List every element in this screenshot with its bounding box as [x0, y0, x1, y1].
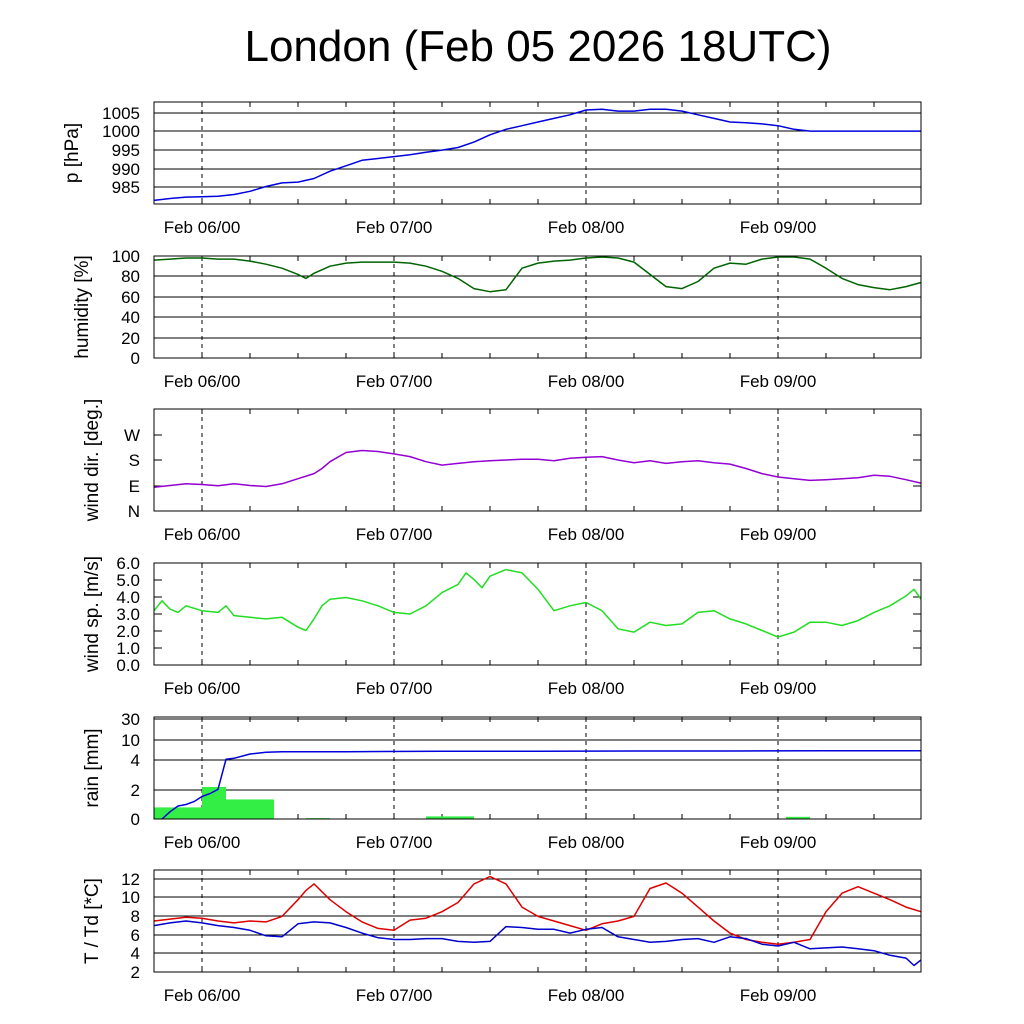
- rain-bar: [202, 787, 226, 819]
- y-tick-label: 10: [121, 888, 140, 907]
- y-axis-label: humidity [%]: [72, 255, 93, 358]
- y-tick-label: 30: [121, 710, 140, 729]
- series-line-wind_speed: [153, 568, 922, 638]
- panel-4: 0.01.02.03.04.05.06.0 Feb 06/00 Feb 07/00 F…: [82, 554, 922, 698]
- y-tick-label: 1005: [102, 104, 140, 123]
- y-tick-label: 10: [121, 731, 140, 750]
- y-tick-label: 0.0: [116, 656, 140, 675]
- y-axis-label: rain [mm]: [82, 728, 103, 807]
- y-tick-label: 5.0: [116, 571, 140, 590]
- y-tick-label: 3.0: [116, 605, 140, 624]
- y-tick-label: 100: [112, 247, 140, 266]
- series-line-rain_total: [161, 749, 921, 820]
- x-tick-label: Feb 08/00: [548, 679, 625, 698]
- plot-frame: [153, 716, 922, 820]
- rain-bar: [426, 816, 474, 819]
- x-tick-label: Feb 09/00: [740, 218, 817, 237]
- y-tick-label: 2.0: [116, 622, 140, 641]
- series-line-dewpoint: [153, 920, 922, 967]
- plot-frame: [153, 101, 922, 205]
- y-tick-label: 60: [121, 288, 140, 307]
- plot-frame: [153, 562, 922, 666]
- x-tick-label: Feb 06/00: [164, 986, 241, 1005]
- y-tick-label: 1000: [102, 122, 140, 141]
- y-tick-label: 0: [131, 810, 140, 829]
- series-line-humidity: [153, 256, 922, 293]
- x-tick-label: Feb 07/00: [356, 372, 433, 391]
- y-tick-label: 8: [131, 907, 140, 926]
- y-tick-label: 6.0: [116, 554, 140, 573]
- panel-5: 0 2 410 30 Feb 06/00 Feb 07/00 Feb 08/00 Feb 09…: [82, 710, 922, 852]
- x-tick-label: Feb 08/00: [548, 986, 625, 1005]
- chart-title: London (Feb 05 2026 18UTC): [244, 22, 832, 71]
- plot-frame: [153, 255, 922, 359]
- x-tick-label: Feb 08/00: [548, 372, 625, 391]
- y-tick-label: 80: [121, 267, 140, 286]
- x-tick-label: Feb 06/00: [164, 679, 241, 698]
- y-tick-label: 2: [131, 781, 140, 800]
- rain-bar: [154, 807, 202, 819]
- rain-bar: [226, 799, 274, 819]
- x-tick-label: Feb 07/00: [356, 833, 433, 852]
- y-axis-label: wind dir. [deg.]: [82, 399, 103, 523]
- x-tick-label: Feb 09/00: [740, 833, 817, 852]
- y-tick-label: 4: [131, 944, 140, 963]
- x-tick-label: Feb 09/00: [740, 525, 817, 544]
- y-tick-label: 4.0: [116, 588, 140, 607]
- plot-frame: [153, 869, 922, 973]
- y-tick-label: 985: [112, 178, 140, 197]
- series-line-temperature: [153, 875, 922, 945]
- y-tick-label: 990: [112, 160, 140, 179]
- x-tick-label: Feb 09/00: [740, 986, 817, 1005]
- x-tick-label: Feb 07/00: [356, 679, 433, 698]
- y-tick-label: 995: [112, 141, 140, 160]
- y-tick-label: S: [129, 451, 140, 470]
- x-tick-label: Feb 06/00: [164, 372, 241, 391]
- y-tick-label: E: [129, 477, 140, 496]
- x-tick-label: Feb 08/00: [548, 833, 625, 852]
- y-axis-label: wind sp. [m/s]: [82, 556, 103, 673]
- x-tick-label: Feb 06/00: [164, 833, 241, 852]
- y-tick-label: 40: [121, 308, 140, 327]
- series-line-pressure: [153, 108, 921, 202]
- x-tick-label: Feb 07/00: [356, 218, 433, 237]
- y-tick-label: W: [124, 426, 140, 445]
- x-tick-label: Feb 08/00: [548, 218, 625, 237]
- x-tick-label: Feb 06/00: [164, 218, 241, 237]
- series-line-wind_dir: [153, 449, 922, 488]
- y-tick-label: 1.0: [116, 639, 140, 658]
- rain-bar: [786, 816, 810, 819]
- y-axis-label: p [hPa]: [62, 123, 83, 183]
- y-axis-label: T / Td [*C]: [82, 878, 103, 964]
- y-tick-label: 4: [131, 751, 140, 770]
- plot-frame: [153, 408, 922, 512]
- y-tick-label: 12: [121, 870, 140, 889]
- y-tick-label: N: [128, 502, 140, 521]
- y-tick-label: 6: [131, 926, 140, 945]
- x-tick-label: Feb 06/00: [164, 525, 241, 544]
- x-tick-label: Feb 07/00: [356, 986, 433, 1005]
- x-tick-label: Feb 09/00: [740, 679, 817, 698]
- y-tick-label: 2: [131, 963, 140, 982]
- y-tick-label: 20: [121, 329, 140, 348]
- x-tick-label: Feb 09/00: [740, 372, 817, 391]
- x-tick-label: Feb 07/00: [356, 525, 433, 544]
- x-tick-label: Feb 08/00: [548, 525, 625, 544]
- y-tick-label: 0: [131, 349, 140, 368]
